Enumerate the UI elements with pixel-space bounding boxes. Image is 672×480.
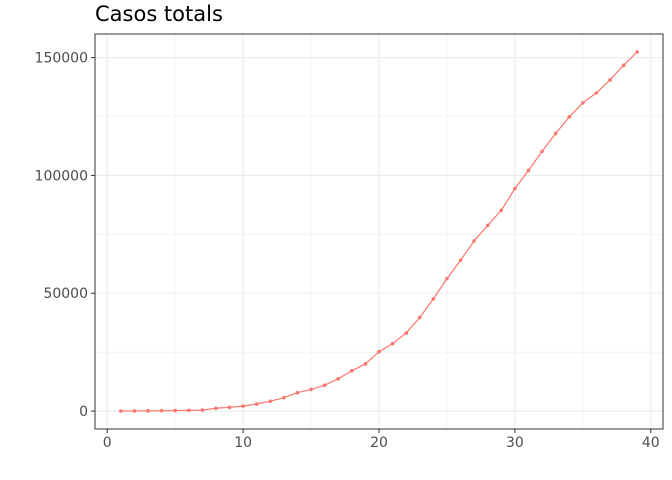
data-point — [608, 78, 612, 82]
data-point — [159, 408, 164, 413]
data-point — [268, 399, 273, 403]
data-point — [309, 387, 313, 392]
data-point — [322, 383, 327, 387]
y-tick-label: 100000 — [35, 168, 88, 184]
data-point — [132, 409, 137, 413]
x-tick-label: 30 — [506, 435, 524, 451]
data-point — [336, 377, 341, 381]
data-point — [282, 395, 286, 400]
data-point — [594, 91, 599, 95]
data-point — [567, 115, 572, 119]
data-point — [390, 341, 395, 346]
x-tick-label: 10 — [234, 435, 252, 451]
data-point — [445, 276, 449, 281]
x-tick-label: 20 — [370, 435, 388, 451]
data-point — [254, 402, 259, 406]
data-point — [377, 349, 381, 354]
data-point — [295, 390, 300, 395]
x-tick-label: 0 — [103, 435, 112, 451]
x-tick-label: 40 — [642, 435, 660, 451]
data-point — [186, 408, 191, 413]
data-point — [513, 186, 517, 191]
data-point — [485, 223, 490, 228]
data-point — [404, 331, 408, 335]
data-point — [553, 131, 558, 136]
data-point — [350, 368, 354, 373]
data-point — [621, 63, 626, 68]
data-point — [431, 297, 436, 301]
data-point — [200, 408, 205, 412]
data-point — [214, 406, 218, 411]
data-point — [499, 208, 504, 213]
data-point — [635, 50, 639, 54]
y-tick-label: 0 — [79, 404, 88, 420]
data-point — [417, 315, 422, 320]
data-point — [458, 258, 463, 263]
data-point — [526, 168, 531, 173]
y-tick-label: 150000 — [35, 51, 88, 67]
data-point — [540, 149, 544, 154]
data-point — [472, 239, 476, 243]
data-point — [173, 408, 177, 413]
chart-title: Casos totals — [95, 2, 223, 26]
y-tick-label: 50000 — [43, 286, 88, 302]
data-point — [146, 409, 150, 413]
data-point — [119, 409, 123, 413]
data-point — [363, 362, 368, 366]
data-point — [581, 101, 585, 105]
data-point — [241, 404, 245, 408]
data-point — [227, 405, 232, 410]
